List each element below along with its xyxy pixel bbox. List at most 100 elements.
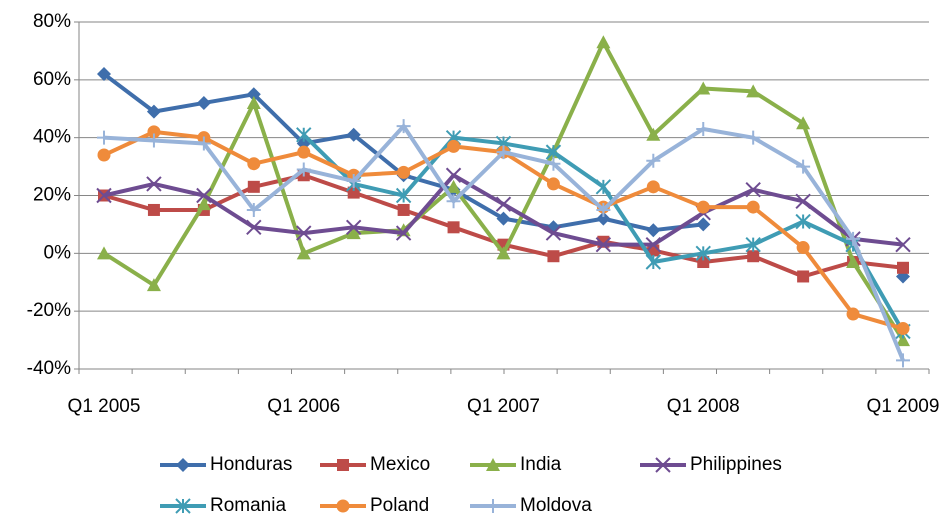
legend-label: Honduras [210,454,292,475]
marker [97,67,111,82]
marker [595,179,612,195]
legend-label: Mexico [370,454,430,475]
marker [347,186,360,199]
marker [646,153,661,168]
legend-label: Poland [370,495,429,516]
marker [655,457,671,473]
marker [646,223,661,238]
marker [646,180,660,194]
marker [745,236,761,253]
marker [846,307,860,321]
marker [196,187,212,204]
marker [595,236,612,253]
marker [746,200,760,214]
marker [645,254,662,270]
marker [176,458,190,472]
marker [486,458,500,471]
marker [147,125,161,139]
marker [696,200,710,214]
marker [146,278,161,292]
marker [296,127,312,143]
marker [446,179,461,193]
marker [246,87,261,102]
marker [546,156,561,171]
marker [446,194,461,209]
legend-label: India [520,454,562,475]
marker [796,159,811,174]
y-tick-label: -40% [27,358,71,379]
marker [296,225,312,241]
marker [447,221,460,234]
x-tick-label: Q1 2007 [467,396,540,417]
marker [896,353,910,368]
marker [795,193,811,209]
marker [697,256,710,269]
marker [646,127,661,141]
marker [297,145,311,159]
y-tick-label: 20% [33,185,71,206]
marker [146,133,161,148]
marker [647,244,660,257]
marker [196,95,211,110]
marker [396,119,411,134]
marker [346,226,361,240]
x-tick-label: Q1 2006 [267,396,340,417]
marker [747,250,760,263]
series-line [103,173,904,247]
legend-label: Romania [210,495,286,516]
marker [147,203,160,216]
marker [745,182,761,198]
marker [596,211,611,226]
marker [397,165,411,179]
marker [196,197,211,211]
marker [336,499,350,513]
marker [895,236,911,253]
marker [97,130,111,145]
marker [247,180,260,193]
x-tick-label: Q1 2008 [667,396,740,417]
marker [746,130,761,145]
marker [795,213,811,230]
marker [247,157,261,171]
marker [397,203,410,216]
marker [596,202,611,217]
y-tick-label: 40% [33,127,71,148]
marker [696,121,711,136]
marker [196,136,211,151]
series-line [103,173,904,279]
y-tick-label: -20% [27,300,71,321]
marker [345,219,362,236]
marker [447,139,461,153]
marker [547,250,560,263]
y-tick-label: 60% [33,69,71,90]
marker [545,225,562,241]
marker [97,246,111,260]
marker [486,499,500,513]
marker [695,245,711,262]
legend-label: Philippines [690,454,782,475]
marker [96,187,112,204]
marker [496,246,511,260]
marker [346,174,361,189]
marker [796,241,810,255]
marker [496,145,511,160]
x-tick-label: Q1 2009 [867,396,940,417]
marker [445,167,462,183]
plot-area [96,35,911,368]
marker [897,261,909,274]
marker [696,81,711,95]
marker [746,84,761,98]
marker [496,211,511,226]
series-line [102,40,905,342]
marker [796,116,811,130]
marker [175,498,191,514]
marker [246,202,261,217]
marker [896,333,910,347]
marker [495,196,512,212]
y-tick-label: 0% [44,242,72,263]
marker [696,217,711,232]
marker [896,322,910,336]
x-tick-label: Q1 2005 [68,396,141,417]
marker [596,35,611,49]
